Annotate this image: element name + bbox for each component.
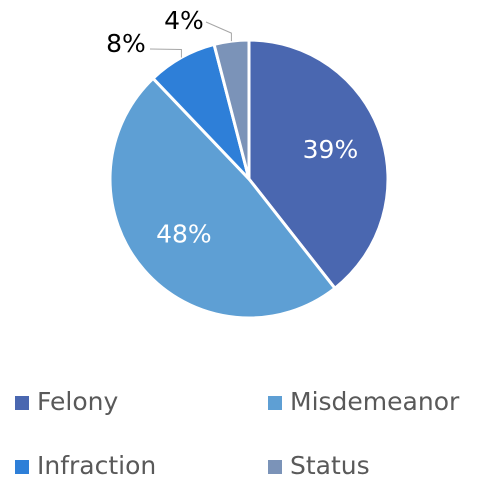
legend-label: Misdemeanor [290,387,460,416]
leader-line [149,48,182,58]
data-label: 48% [156,219,212,248]
data-label: 39% [303,135,359,164]
legend-swatch [268,396,282,410]
pie-slice [247,38,390,291]
legend-label: Infraction [37,451,156,480]
data-label: 4% [164,6,204,35]
legend-swatch [15,460,29,474]
legend-swatch [15,396,29,410]
legend-swatch [268,460,282,474]
data-label: 8% [106,29,146,58]
leader-line [205,21,232,42]
legend-label: Felony [37,387,118,416]
legend-label: Status [290,451,370,480]
pie-slice [108,76,338,320]
